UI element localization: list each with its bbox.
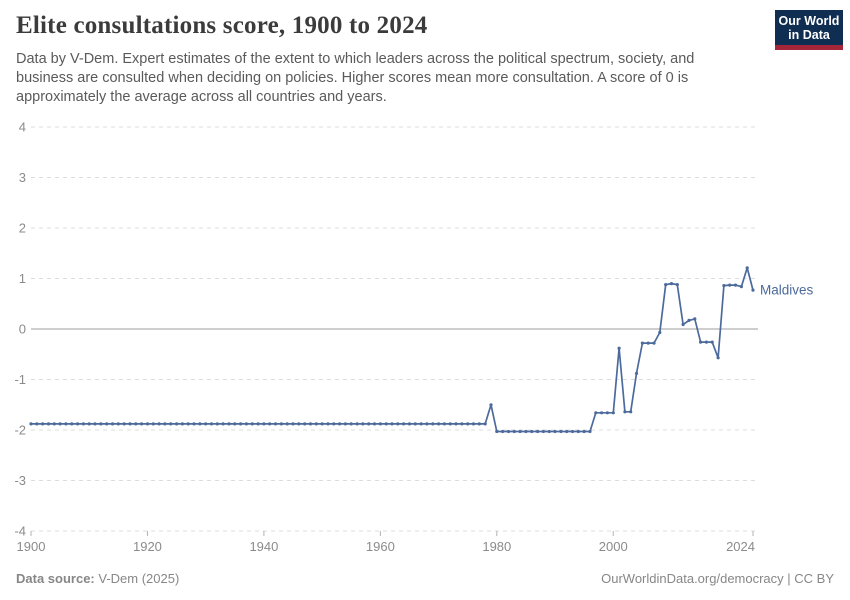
- owid-logo: Our World in Data: [775, 10, 843, 50]
- svg-text:1960: 1960: [366, 539, 395, 554]
- svg-text:-1: -1: [14, 372, 26, 387]
- credit-link[interactable]: OurWorldinData.org/democracy | CC BY: [601, 571, 834, 586]
- chart-subtitle: Data by V-Dem. Expert estimates of the e…: [16, 51, 695, 105]
- chart-title: Elite consultations score, 1900 to 2024: [16, 12, 428, 39]
- entity-label: Maldives: [760, 283, 814, 298]
- svg-text:-3: -3: [14, 473, 26, 488]
- data-source-label: Data source:: [16, 571, 95, 586]
- svg-text:1: 1: [19, 271, 26, 286]
- svg-text:2000: 2000: [599, 539, 628, 554]
- svg-text:4: 4: [19, 120, 26, 135]
- svg-text:1920: 1920: [133, 539, 162, 554]
- data-source: Data source: V-Dem (2025): [16, 571, 179, 586]
- svg-text:2024: 2024: [726, 539, 755, 554]
- svg-text:2: 2: [19, 221, 26, 236]
- y-axis-labels: 4 3 2 1 0 -1 -2 -3 -4: [14, 120, 26, 539]
- data-points: [29, 266, 755, 434]
- chart-header: Elite consultations score, 1900 to 2024 …: [16, 12, 756, 107]
- data-source-value: V-Dem (2025): [94, 571, 180, 586]
- svg-text:3: 3: [19, 170, 26, 185]
- svg-text:-2: -2: [14, 423, 26, 438]
- svg-text:1940: 1940: [249, 539, 278, 554]
- svg-text:1980: 1980: [482, 539, 511, 554]
- owid-logo-text: Our World in Data: [778, 13, 840, 42]
- data-line: [30, 267, 754, 433]
- x-axis: 1900 1920 1940 1960 1980 2000 2024: [17, 531, 755, 554]
- chart-footer: Data source: V-Dem (2025) OurWorldinData…: [0, 571, 850, 586]
- svg-text:-4: -4: [14, 524, 26, 539]
- svg-text:1900: 1900: [17, 539, 46, 554]
- svg-text:0: 0: [19, 322, 26, 337]
- y-gridlines: [31, 126, 758, 532]
